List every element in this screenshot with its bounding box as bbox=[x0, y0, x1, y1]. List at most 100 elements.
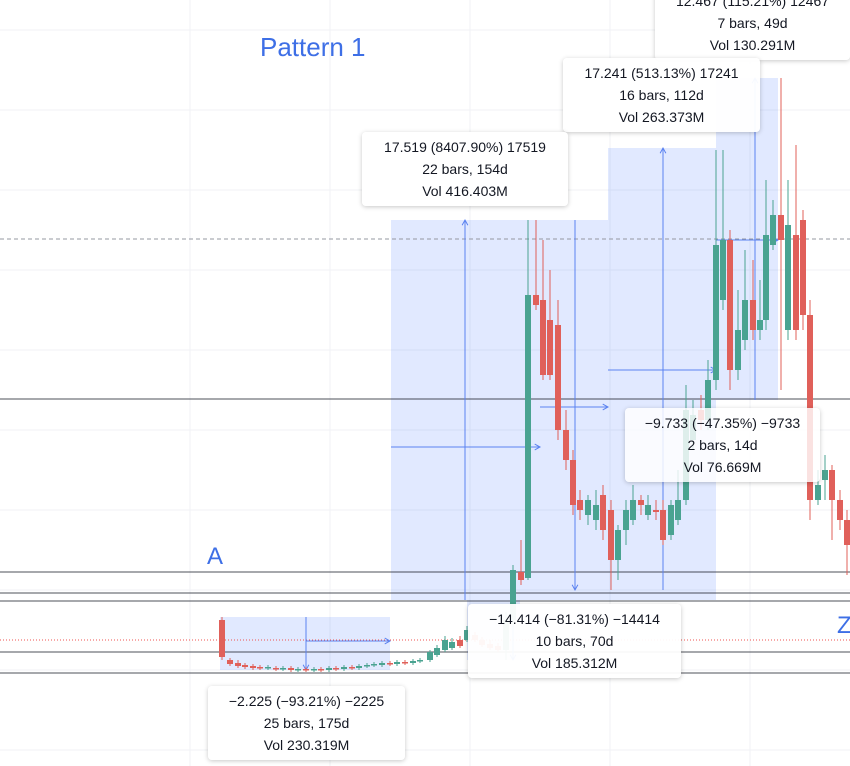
candle-body bbox=[364, 665, 370, 667]
candle-body bbox=[318, 669, 324, 671]
info-line: 25 bars, 175d bbox=[263, 715, 350, 731]
candle-body bbox=[510, 570, 516, 620]
candle-body bbox=[750, 300, 756, 330]
candle-body bbox=[387, 663, 393, 665]
candle-body bbox=[800, 220, 806, 315]
candle-body bbox=[615, 530, 621, 560]
candle-body bbox=[608, 510, 614, 560]
candle-body bbox=[638, 500, 644, 505]
measure-area bbox=[608, 148, 716, 220]
candle-body bbox=[778, 215, 784, 240]
candle-body bbox=[356, 666, 362, 668]
candle-body bbox=[379, 663, 385, 665]
arrow-head bbox=[384, 637, 392, 645]
info-line: 12.467 (115.21%) 12467 bbox=[675, 0, 830, 9]
candle-body bbox=[257, 667, 263, 669]
pattern-label: Pattern 1 bbox=[260, 32, 366, 62]
candle-body bbox=[735, 330, 741, 370]
candle-body bbox=[235, 663, 241, 666]
candle-body bbox=[757, 320, 763, 330]
candle-body bbox=[563, 430, 569, 460]
info-line: 7 bars, 49d bbox=[717, 15, 788, 31]
info-line: Vol 263.373M bbox=[618, 109, 705, 125]
arrow-head bbox=[659, 146, 667, 154]
candle-body bbox=[449, 642, 455, 648]
candle-body bbox=[785, 225, 791, 330]
candle-body bbox=[250, 666, 256, 668]
info-line: Vol 76.669M bbox=[683, 459, 762, 475]
info-line: 10 bars, 70d bbox=[535, 633, 614, 649]
candle-body bbox=[822, 470, 828, 480]
candle-body bbox=[555, 325, 561, 430]
candle-body bbox=[402, 662, 408, 664]
measure-info: 12.467 (115.21%) 12467 7 bars, 49d Vol 130… bbox=[655, 0, 850, 60]
info-line: −9.733 (−47.35%) −9733 bbox=[644, 415, 801, 431]
candle-body bbox=[630, 500, 636, 520]
arrow-head bbox=[461, 218, 469, 226]
info-line: −14.414 (−81.31%) −14414 bbox=[489, 611, 660, 627]
measure-info: −14.414 (−81.31%) −14414 10 bars, 70d Vol … bbox=[468, 604, 681, 678]
point-label: Z bbox=[837, 612, 850, 639]
info-line: Vol 130.291M bbox=[709, 37, 796, 53]
point-label: A bbox=[207, 543, 224, 570]
candle-body bbox=[668, 505, 674, 535]
candle-body bbox=[645, 505, 651, 515]
candle-body bbox=[311, 669, 317, 671]
measure-info: 17.519 (8407.90%) 17519 22 bars, 154d Vol … bbox=[362, 132, 568, 206]
candle-body bbox=[371, 664, 377, 666]
candle-body bbox=[394, 662, 400, 664]
candle-body bbox=[675, 500, 681, 520]
candle-body bbox=[295, 669, 301, 671]
info-line: 16 bars, 112d bbox=[619, 87, 704, 103]
candle-body bbox=[770, 215, 776, 245]
candle-body bbox=[273, 668, 279, 670]
info-line: 17.519 (8407.90%) 17519 bbox=[384, 139, 546, 155]
candle-body bbox=[333, 668, 339, 670]
candle-body bbox=[793, 235, 799, 330]
candle-body bbox=[540, 300, 546, 375]
measure-area bbox=[220, 617, 390, 670]
arrow-head bbox=[534, 443, 542, 451]
candle-body bbox=[341, 667, 347, 669]
candle-body bbox=[457, 640, 463, 646]
candle-body bbox=[219, 620, 225, 657]
candle-body bbox=[837, 500, 843, 520]
candle-body bbox=[464, 630, 470, 640]
candle-body bbox=[623, 510, 629, 530]
info-line: 22 bars, 154d bbox=[422, 161, 508, 177]
candle-body bbox=[533, 295, 539, 305]
candle-body bbox=[570, 460, 576, 505]
measure-info: −9.733 (−47.35%) −9733 2 bars, 14d Vol 76.… bbox=[625, 408, 820, 482]
candle-body bbox=[410, 661, 416, 663]
candle-body bbox=[577, 500, 583, 510]
measure-info: −2.225 (−93.21%) −2225 25 bars, 175d Vol 2… bbox=[208, 686, 405, 760]
candle-body bbox=[705, 380, 711, 420]
candle-body bbox=[525, 295, 531, 578]
info-line: Vol 416.403M bbox=[422, 183, 508, 199]
candle-body bbox=[288, 668, 294, 670]
candle-body bbox=[585, 500, 591, 515]
candle-body bbox=[600, 495, 606, 530]
candle-body bbox=[227, 660, 233, 664]
candle-body bbox=[653, 510, 659, 512]
candle-body bbox=[844, 520, 850, 545]
candle-body bbox=[660, 510, 666, 540]
candle-body bbox=[265, 667, 271, 669]
candle-body bbox=[242, 665, 248, 667]
candle-body bbox=[303, 669, 309, 671]
info-line: Vol 185.312M bbox=[531, 655, 618, 671]
candle-body bbox=[742, 300, 748, 340]
arrow-head bbox=[602, 403, 610, 411]
candle-body bbox=[593, 505, 599, 520]
candle-body bbox=[720, 240, 726, 300]
candle-body bbox=[763, 235, 769, 320]
info-line: Vol 230.319M bbox=[263, 737, 350, 753]
info-line: −2.225 (−93.21%) −2225 bbox=[228, 693, 385, 709]
arrow-head bbox=[571, 584, 579, 592]
candle-body bbox=[442, 640, 448, 650]
candle-body bbox=[434, 648, 440, 655]
candle-body bbox=[518, 572, 524, 580]
candle-body bbox=[326, 668, 332, 670]
